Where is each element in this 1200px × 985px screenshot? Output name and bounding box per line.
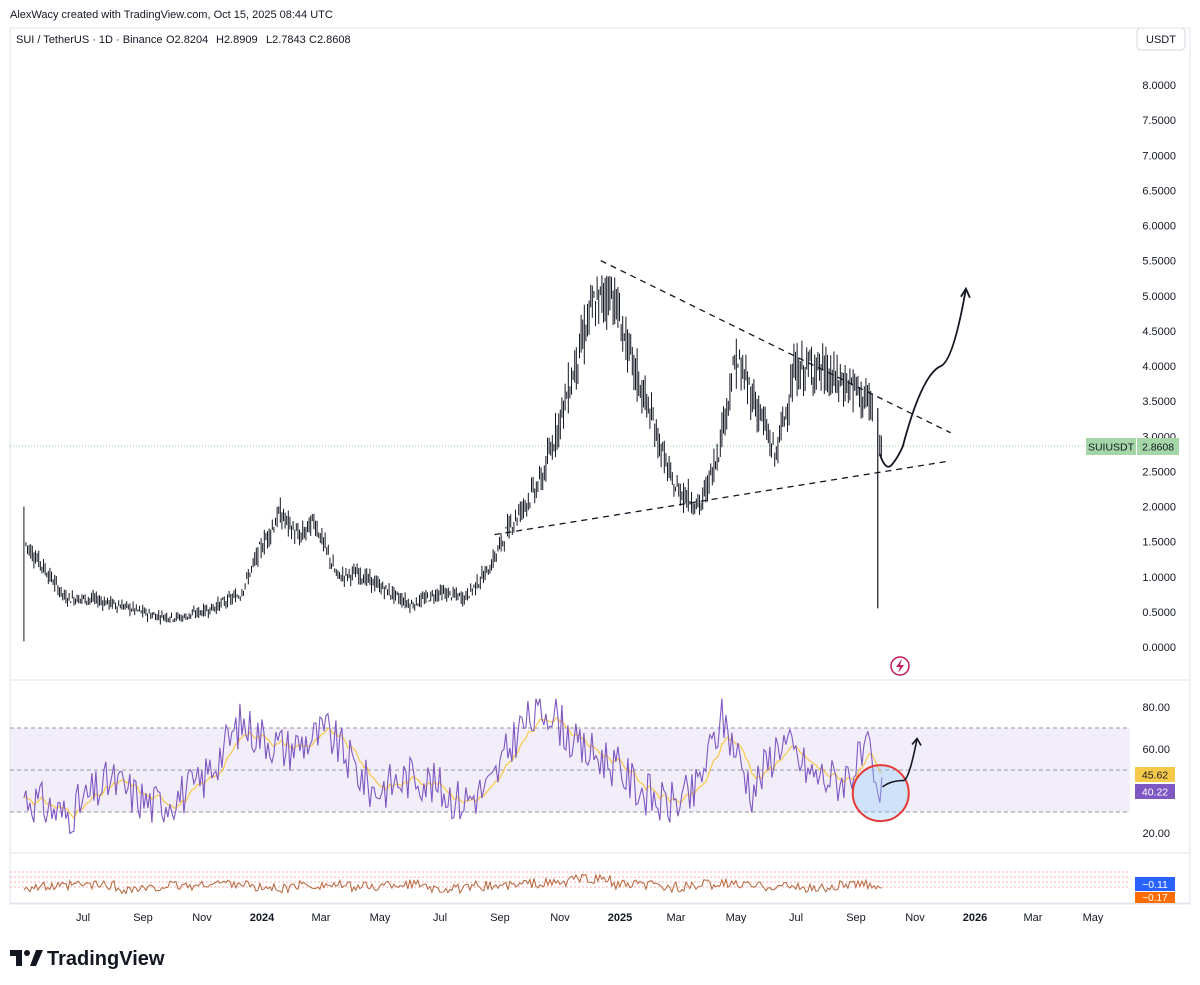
support-trendline[interactable] [494, 460, 951, 536]
price-tick-label: 4.5000 [1142, 326, 1176, 338]
price-tick-label: 1.5000 [1142, 537, 1176, 549]
time-tick-label: Sep [846, 912, 866, 924]
price-tick-label: 6.5000 [1142, 185, 1176, 197]
time-tick-label: Sep [490, 912, 510, 924]
rsi-pane[interactable] [10, 698, 1130, 835]
time-tick-label: May [726, 912, 747, 924]
oscillator-line [23, 872, 883, 895]
price-tick-label: 4.0000 [1142, 361, 1176, 373]
osc-badge-b: −0.17 [1142, 893, 1168, 904]
osc-badges: −0.11 −0.17 [1135, 877, 1175, 904]
last-price-badge: SUIUSDT 2.8608 [1086, 438, 1179, 455]
time-tick-label: Nov [192, 912, 212, 924]
price-tick-label: 8.0000 [1142, 80, 1176, 92]
rsi-tick-label: 60.00 [1142, 744, 1170, 756]
rsi-badges: 45.62 40.22 [1135, 767, 1175, 799]
time-tick-label: 2025 [608, 912, 632, 924]
oscillator-pane[interactable] [10, 871, 1130, 895]
price-tick-label: 0.0000 [1142, 642, 1176, 654]
created-by-text: AlexWacy created with TradingView.com, O… [10, 9, 333, 21]
projection-path[interactable] [878, 288, 967, 468]
last-price-value: 2.8608 [1142, 442, 1174, 454]
legend-symbol: SUI / TetherUS · 1D · Binance [16, 34, 163, 46]
time-tick-label: 2026 [963, 912, 987, 924]
rsi-line [23, 698, 883, 835]
legend-low: L2.7843 [266, 34, 306, 46]
price-tick-label: 3.5000 [1142, 396, 1176, 408]
tradingview-logo[interactable]: TradingView [10, 948, 165, 970]
legend: SUI / TetherUS · 1D · Binance O2.8204 H2… [16, 34, 351, 46]
currency-badge[interactable]: USDT [1136, 27, 1186, 51]
time-tick-label: Sep [133, 912, 153, 924]
time-tick-label: Mar [667, 912, 686, 924]
rsi-arrowhead [911, 737, 922, 746]
price-tick-label: 2.0000 [1142, 502, 1176, 514]
rsi-ma-line [23, 717, 883, 820]
price-tick-label: 5.0000 [1142, 291, 1176, 303]
time-tick-label: 2024 [250, 912, 275, 924]
tradingview-logo-text: TradingView [47, 948, 165, 970]
price-tick-label: 7.0000 [1142, 150, 1176, 162]
svg-text:USDT: USDT [1146, 34, 1176, 46]
price-tick-label: 7.5000 [1142, 115, 1176, 127]
time-tick-label: Mar [1024, 912, 1043, 924]
rsi-value-badge: 40.22 [1142, 787, 1168, 799]
time-tick-label: Nov [550, 912, 570, 924]
rsi-tick-label: 20.00 [1142, 828, 1170, 840]
tradingview-logo-icon [10, 950, 43, 966]
rsi-highlight-circle[interactable] [851, 764, 910, 823]
time-axis[interactable]: Jul Sep Nov 2024 Mar May Jul Sep Nov 2025 Mar May Ju… [76, 912, 1104, 924]
last-price-symbol: SUIUSDT [1088, 442, 1135, 454]
rsi-ma-badge: 45.62 [1142, 770, 1168, 782]
price-tick-label: 2.5000 [1142, 466, 1176, 478]
time-tick-label: Jul [789, 912, 803, 924]
chart-frame [9, 27, 1191, 905]
legend-close: C2.8608 [309, 34, 351, 46]
legend-open: O2.8204 [166, 34, 208, 46]
time-tick-label: Mar [312, 912, 331, 924]
time-tick-label: May [1083, 912, 1104, 924]
price-candles [23, 275, 882, 642]
time-tick-label: Jul [433, 912, 447, 924]
rsi-axis[interactable]: 80.00 60.00 20.00 [1142, 702, 1170, 840]
price-tick-label: 1.0000 [1142, 572, 1176, 584]
price-tick-label: 0.5000 [1142, 607, 1176, 619]
price-tick-label: 6.0000 [1142, 221, 1176, 233]
projection-arrowhead [960, 286, 971, 299]
price-pane[interactable] [10, 260, 1086, 642]
osc-badge-a: −0.11 [1142, 879, 1168, 891]
time-tick-label: Nov [905, 912, 925, 924]
price-axis[interactable]: 8.0000 7.5000 7.0000 6.5000 6.0000 5.5000 5.00… [1142, 80, 1176, 654]
time-tick-label: May [370, 912, 391, 924]
lightning-icon[interactable] [890, 656, 910, 676]
legend-high: H2.8909 [216, 34, 258, 46]
rsi-tick-label: 80.00 [1142, 702, 1170, 714]
time-tick-label: Jul [76, 912, 90, 924]
resistance-trendline[interactable] [600, 260, 951, 434]
price-tick-label: 5.5000 [1142, 256, 1176, 268]
rsi-projection-arrow[interactable] [882, 738, 918, 788]
